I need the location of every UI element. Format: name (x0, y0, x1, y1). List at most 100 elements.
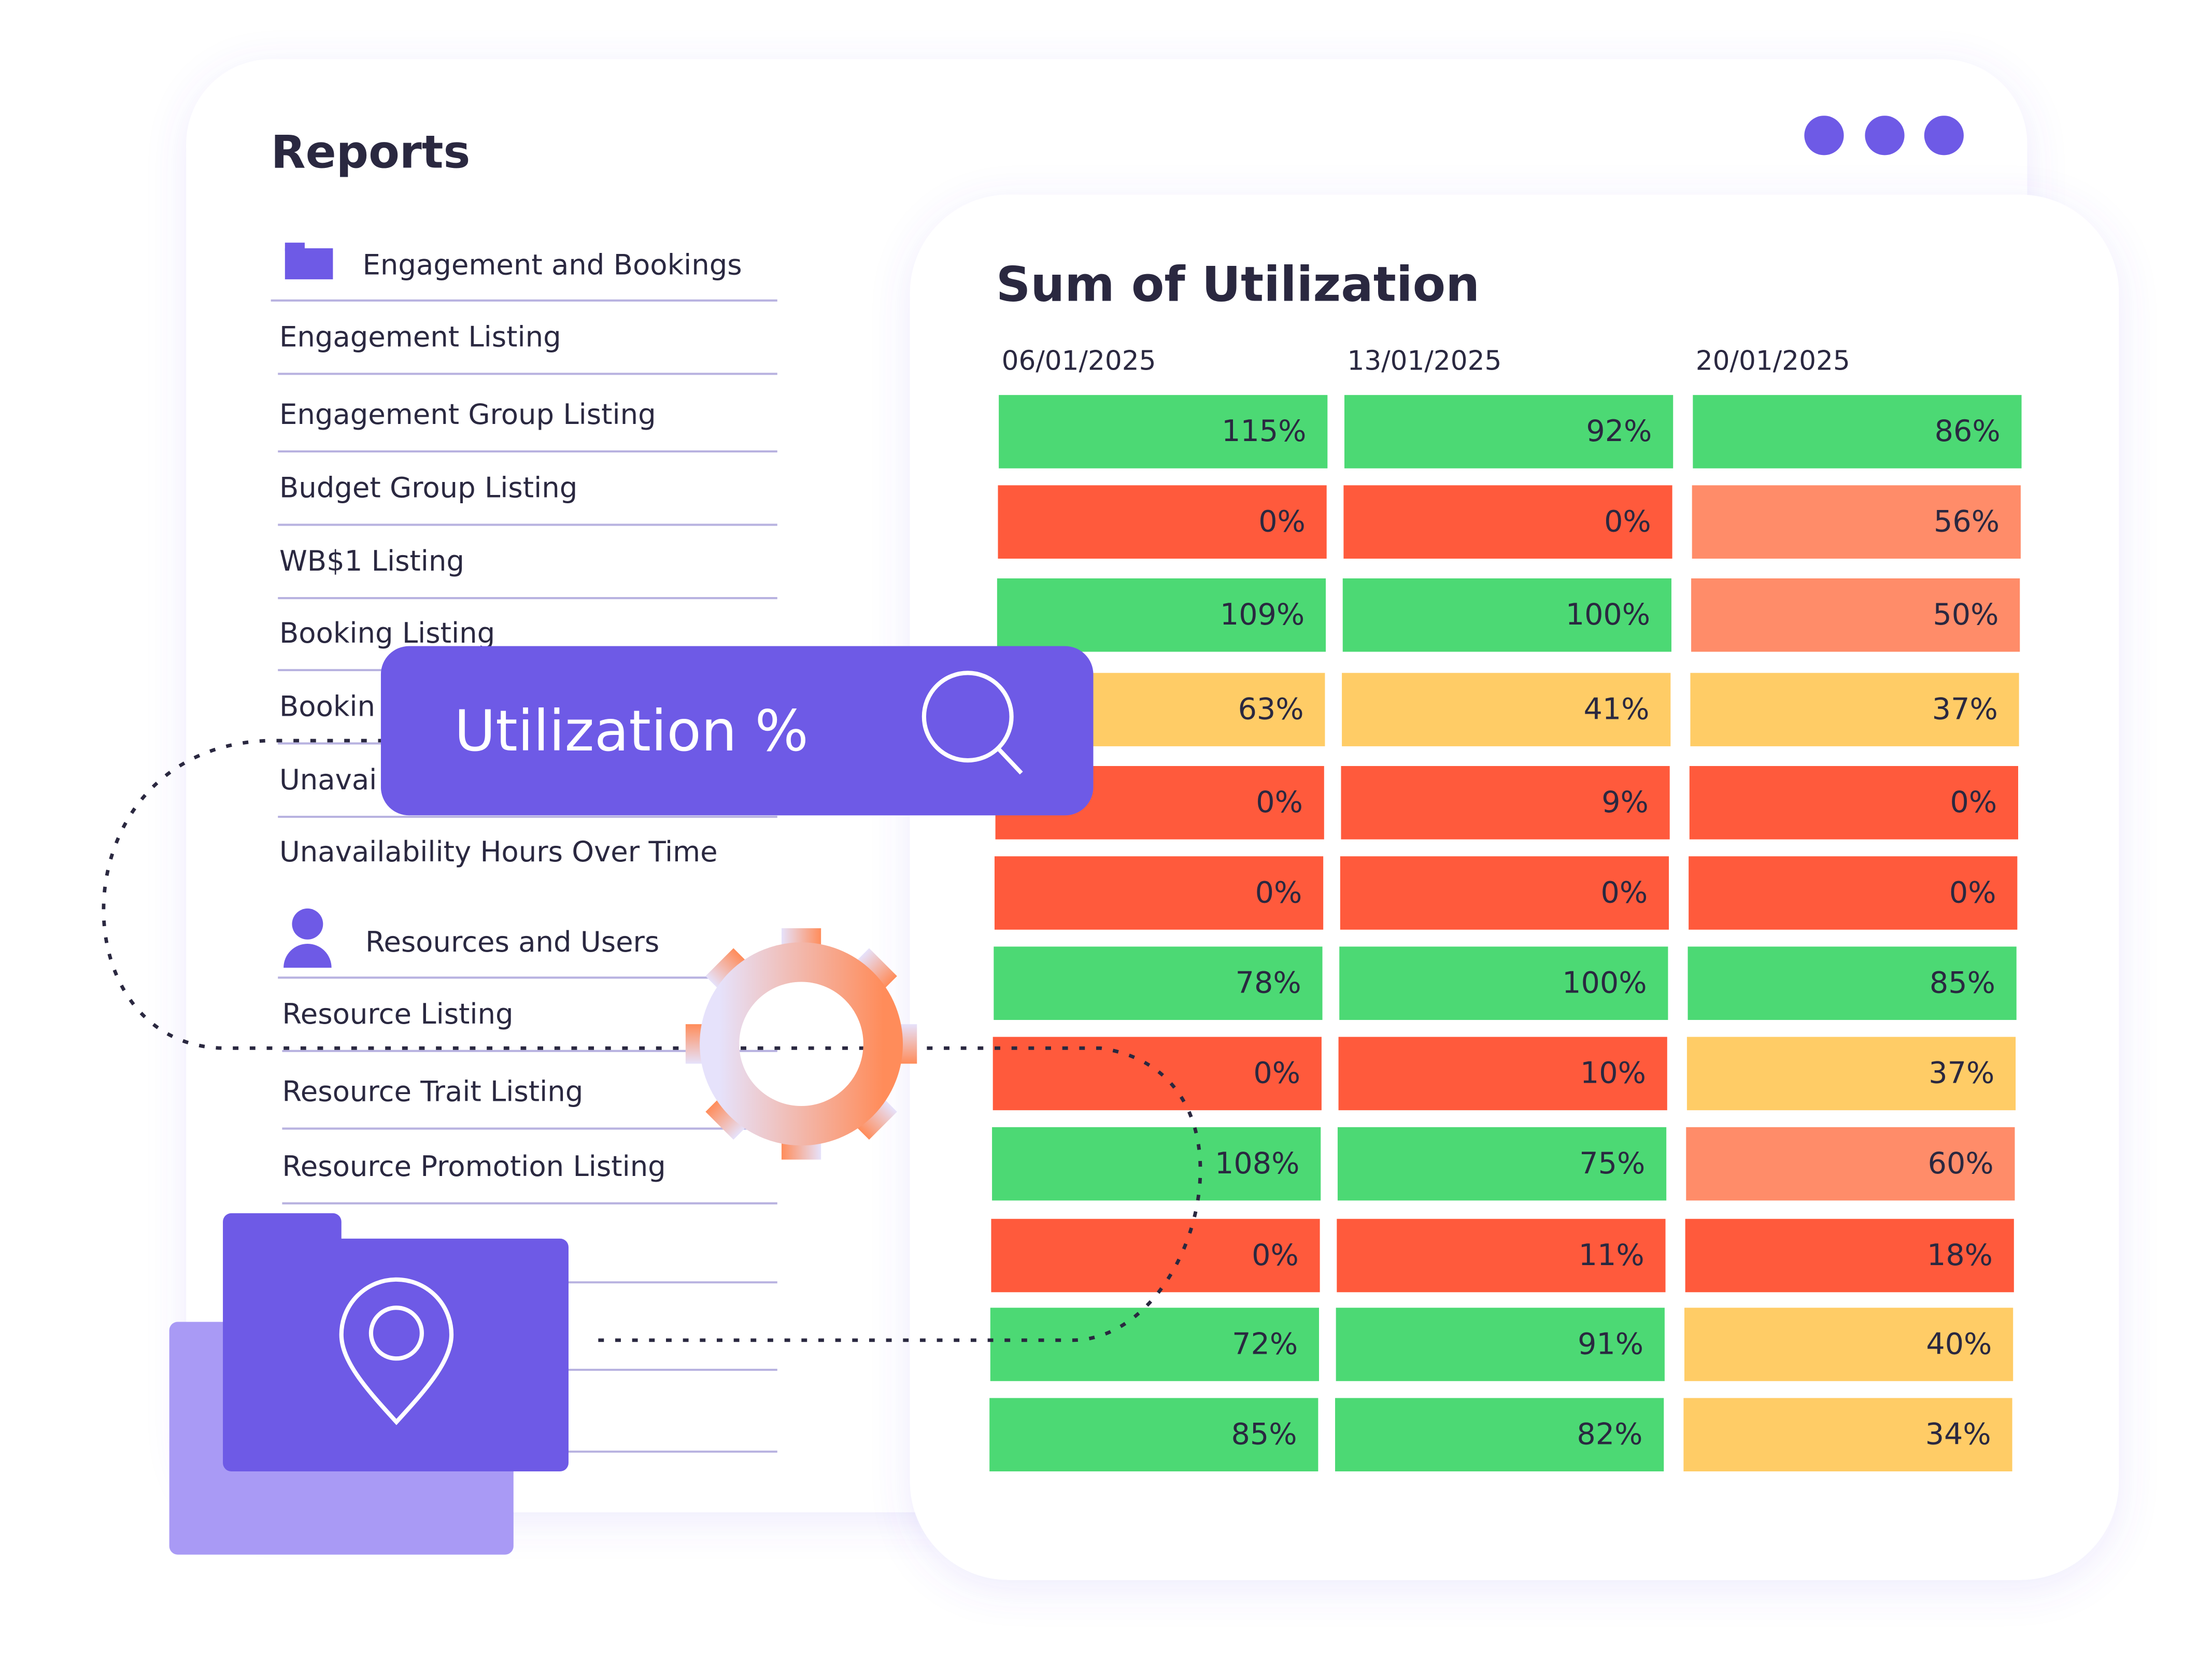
utilization-value: 75% (1579, 1146, 1645, 1181)
utilization-value: 0% (1255, 875, 1302, 910)
utilization-cell (1341, 766, 1670, 840)
utilization-cell (1688, 946, 2017, 1020)
utilization-cell (1344, 395, 1674, 469)
menu-item: Unavailability Hours Over Time (279, 835, 718, 868)
utilization-cell (992, 1127, 1321, 1201)
utilization-cell (994, 856, 1324, 930)
column-date: 20/01/2025 (1696, 346, 1850, 377)
utilization-cell (1339, 946, 1668, 1020)
search-icon-handle (996, 746, 1023, 775)
search-label: Utilization % (454, 698, 809, 764)
window-dot (1804, 116, 1844, 155)
utilization-cell (994, 946, 1323, 1020)
connector (102, 739, 1202, 1342)
utilization-cell (1343, 485, 1672, 559)
menu-item: Resource Trait Listing (282, 1075, 583, 1108)
folder-front (223, 1213, 569, 1471)
utilization-cell (1686, 1127, 2015, 1201)
column-date: 06/01/2025 (1002, 346, 1156, 377)
utilization-value: 86% (1935, 414, 2001, 448)
utilization-value: 115% (1222, 414, 1306, 448)
utilization-value: 92% (1586, 414, 1652, 448)
folder-icon (285, 248, 333, 279)
utilization-cell (991, 1218, 1320, 1293)
utilization-cell (1692, 485, 2021, 559)
utilization-value: 72% (1232, 1327, 1298, 1361)
menu-item: Bookin (279, 690, 375, 723)
utilization-cell (1683, 1398, 2012, 1471)
utilization-value: 11% (1579, 1238, 1644, 1272)
utilization-cell (990, 1308, 1320, 1381)
utilization-value: 0% (1252, 1238, 1299, 1272)
utilization-value: 9% (1601, 785, 1649, 819)
utilization-value: 10% (1580, 1056, 1646, 1090)
utilization-value: 100% (1566, 598, 1650, 632)
utilization-value: 37% (1932, 692, 1998, 726)
utilization-cell (989, 1398, 1318, 1471)
column-date: 13/01/2025 (1347, 346, 1501, 377)
utilization-cell (1336, 1308, 1665, 1381)
utilization-value: 37% (1929, 1056, 1994, 1090)
utilization-cell (1685, 1218, 2014, 1293)
utilization-cell (1691, 578, 2020, 652)
menu-group: Engagement and Bookings (363, 248, 742, 281)
folder-icon-tab (285, 243, 305, 251)
utilization-cell (997, 578, 1326, 652)
utilization-value: 0% (1258, 504, 1306, 538)
search-box (380, 646, 1094, 816)
menu-item: Booking Listing (279, 616, 495, 649)
utilization-value: 34% (1925, 1417, 1991, 1452)
utilization-value: 91% (1578, 1327, 1643, 1361)
utilization-value: 109% (1220, 598, 1304, 632)
menu-item: Engagement Listing (279, 320, 561, 353)
menu-item: Unavai (279, 763, 377, 796)
pin-icon-dot (368, 1306, 424, 1361)
user-icon-body (283, 943, 332, 968)
utilization-value: 100% (1562, 966, 1647, 1000)
report-title: Sum of Utilization (996, 257, 1480, 313)
gear-icon (685, 928, 917, 1160)
utilization-value: 0% (1950, 785, 1997, 819)
utilization-value: 0% (1253, 1056, 1300, 1090)
utilization-cell (998, 485, 1327, 559)
utilization-cell (1690, 673, 2019, 746)
user-icon-head (292, 908, 323, 940)
utilization-value: 50% (1933, 598, 1998, 632)
menu-group: Resources and Users (365, 925, 659, 958)
utilization-value: 0% (1949, 875, 1996, 910)
utilization-value: 0% (1601, 875, 1648, 910)
utilization-value: 85% (1231, 1417, 1297, 1452)
menu-item: WB$1 Listing (279, 544, 464, 577)
menu-item: Resource Promotion Listing (282, 1150, 665, 1183)
utilization-cell (1335, 1398, 1664, 1471)
utilization-value: 0% (1604, 504, 1651, 538)
utilization-value: 41% (1583, 692, 1649, 726)
utilization-cell (1342, 673, 1671, 746)
utilization-value: 108% (1215, 1146, 1299, 1181)
utilization-value: 85% (1930, 966, 1995, 1000)
scene: Reports Engagement and Bookings Engagement… (102, 59, 2119, 1580)
utilization-value: 60% (1928, 1146, 1994, 1181)
window-dot (1924, 116, 1964, 155)
utilization-cell (1686, 1037, 2016, 1111)
utilization-value: 63% (1238, 692, 1304, 726)
utilization-cell (1689, 766, 2019, 840)
utilization-cell (1689, 856, 2018, 930)
utilization-value: 82% (1577, 1417, 1642, 1452)
menu-item: Engagement Group Listing (279, 398, 656, 431)
gear-ring (700, 942, 903, 1146)
search-icon (921, 671, 1014, 763)
utilization-value: 40% (1926, 1327, 1992, 1361)
utilization-cell (1338, 1037, 1667, 1111)
menu-item: Budget Group Listing (279, 471, 577, 504)
utilization-cell (1337, 1127, 1667, 1201)
utilization-cell (999, 395, 1328, 469)
utilization-value: 0% (1256, 785, 1303, 819)
utilization-cell (1337, 1218, 1666, 1293)
pin-icon (339, 1277, 454, 1425)
menu-item: Resource Listing (282, 997, 513, 1030)
utilization-value: 18% (1927, 1238, 1993, 1272)
window-dot (1865, 116, 1905, 155)
